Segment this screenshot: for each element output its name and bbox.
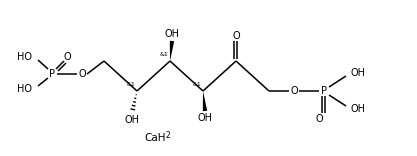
Text: HO: HO (17, 52, 32, 62)
Text: OH: OH (198, 113, 213, 123)
Text: O: O (315, 114, 323, 124)
Text: P: P (321, 86, 327, 96)
Text: HO: HO (17, 84, 32, 94)
Text: 2: 2 (166, 131, 171, 140)
Text: &1: &1 (127, 83, 136, 88)
Text: CaH: CaH (144, 133, 166, 143)
Text: &1: &1 (193, 83, 201, 88)
Polygon shape (170, 41, 174, 61)
Text: OH: OH (351, 104, 366, 114)
Text: OH: OH (125, 115, 140, 125)
Text: OH: OH (164, 29, 179, 39)
Text: &1: &1 (160, 53, 168, 58)
Text: O: O (232, 31, 240, 41)
Text: O: O (290, 86, 298, 96)
Text: OH: OH (351, 68, 366, 78)
Text: P: P (49, 69, 55, 79)
Text: O: O (63, 52, 71, 62)
Polygon shape (203, 91, 207, 111)
Text: O: O (78, 69, 86, 79)
